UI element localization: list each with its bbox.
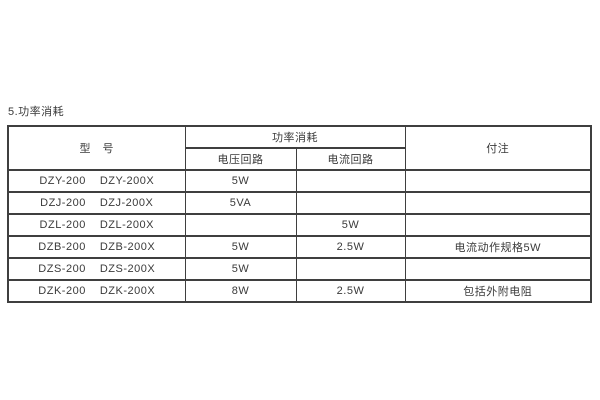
- model-cell: DZS-200 DZS-200X: [7, 257, 186, 281]
- model-cell: DZY-200 DZY-200X: [7, 169, 186, 193]
- table-row: DZB-200 DZB-200X 5W 2.5W 电流动作规格5W: [7, 235, 592, 259]
- model-cell: DZK-200 DZK-200X: [7, 279, 186, 303]
- section-heading: 5.功率消耗: [8, 106, 65, 118]
- current-cell: 2.5W: [295, 279, 406, 303]
- power-consumption-table: 型 号 功率消耗 付注 电压回路 电流回路 DZY-200 DZY-200X 5W…: [7, 125, 592, 303]
- header-model: 型 号: [7, 125, 186, 171]
- table-row: DZL-200 DZL-200X 5W: [7, 213, 592, 237]
- model-name: DZL-200: [39, 219, 86, 231]
- table-row: DZK-200 DZK-200X 8W 2.5W 包括外附电阻: [7, 279, 592, 303]
- note-cell: [404, 257, 592, 281]
- note-cell: [404, 191, 592, 215]
- model-name: DZJ-200: [40, 197, 86, 209]
- voltage-cell: [184, 213, 297, 237]
- header-current-circuit: 电流回路: [295, 147, 406, 171]
- header-power-consumption: 功率消耗: [184, 125, 406, 149]
- model-name: DZJ-200X: [99, 197, 154, 209]
- note-cell: [404, 213, 592, 237]
- model-name: DZS-200X: [99, 263, 156, 275]
- model-name: DZB-200: [38, 241, 86, 253]
- note-cell: [404, 169, 592, 193]
- note-cell: 包括外附电阻: [404, 279, 592, 303]
- model-name: DZK-200: [38, 285, 86, 297]
- voltage-cell: 5VA: [184, 191, 297, 215]
- current-cell: [295, 191, 406, 215]
- voltage-cell: 8W: [184, 279, 297, 303]
- table-row: DZS-200 DZS-200X 5W: [7, 257, 592, 281]
- voltage-cell: 5W: [184, 235, 297, 259]
- table-row: DZJ-200 DZJ-200X 5VA: [7, 191, 592, 215]
- voltage-cell: 5W: [184, 169, 297, 193]
- header-row-top: 型 号 功率消耗 付注: [7, 125, 592, 171]
- model-cell: DZL-200 DZL-200X: [7, 213, 186, 237]
- model-name: DZK-200X: [99, 285, 156, 297]
- current-cell: [295, 257, 406, 281]
- model-name: DZS-200: [38, 263, 86, 275]
- header-note: 付注: [404, 125, 592, 171]
- model-cell: DZB-200 DZB-200X: [7, 235, 186, 259]
- header-row-sub: 电压回路 电流回路: [8, 147, 591, 171]
- model-name: DZB-200X: [99, 241, 156, 253]
- header-voltage-circuit: 电压回路: [184, 147, 297, 171]
- current-cell: 5W: [295, 213, 406, 237]
- current-cell: 2.5W: [295, 235, 406, 259]
- model-name: DZY-200: [39, 175, 86, 187]
- table-row: DZY-200 DZY-200X 5W: [7, 169, 592, 193]
- current-cell: [295, 169, 406, 193]
- voltage-cell: 5W: [184, 257, 297, 281]
- model-cell: DZJ-200 DZJ-200X: [7, 191, 186, 215]
- note-cell: 电流动作规格5W: [404, 235, 592, 259]
- model-name: DZL-200X: [99, 219, 154, 231]
- model-name: DZY-200X: [99, 175, 155, 187]
